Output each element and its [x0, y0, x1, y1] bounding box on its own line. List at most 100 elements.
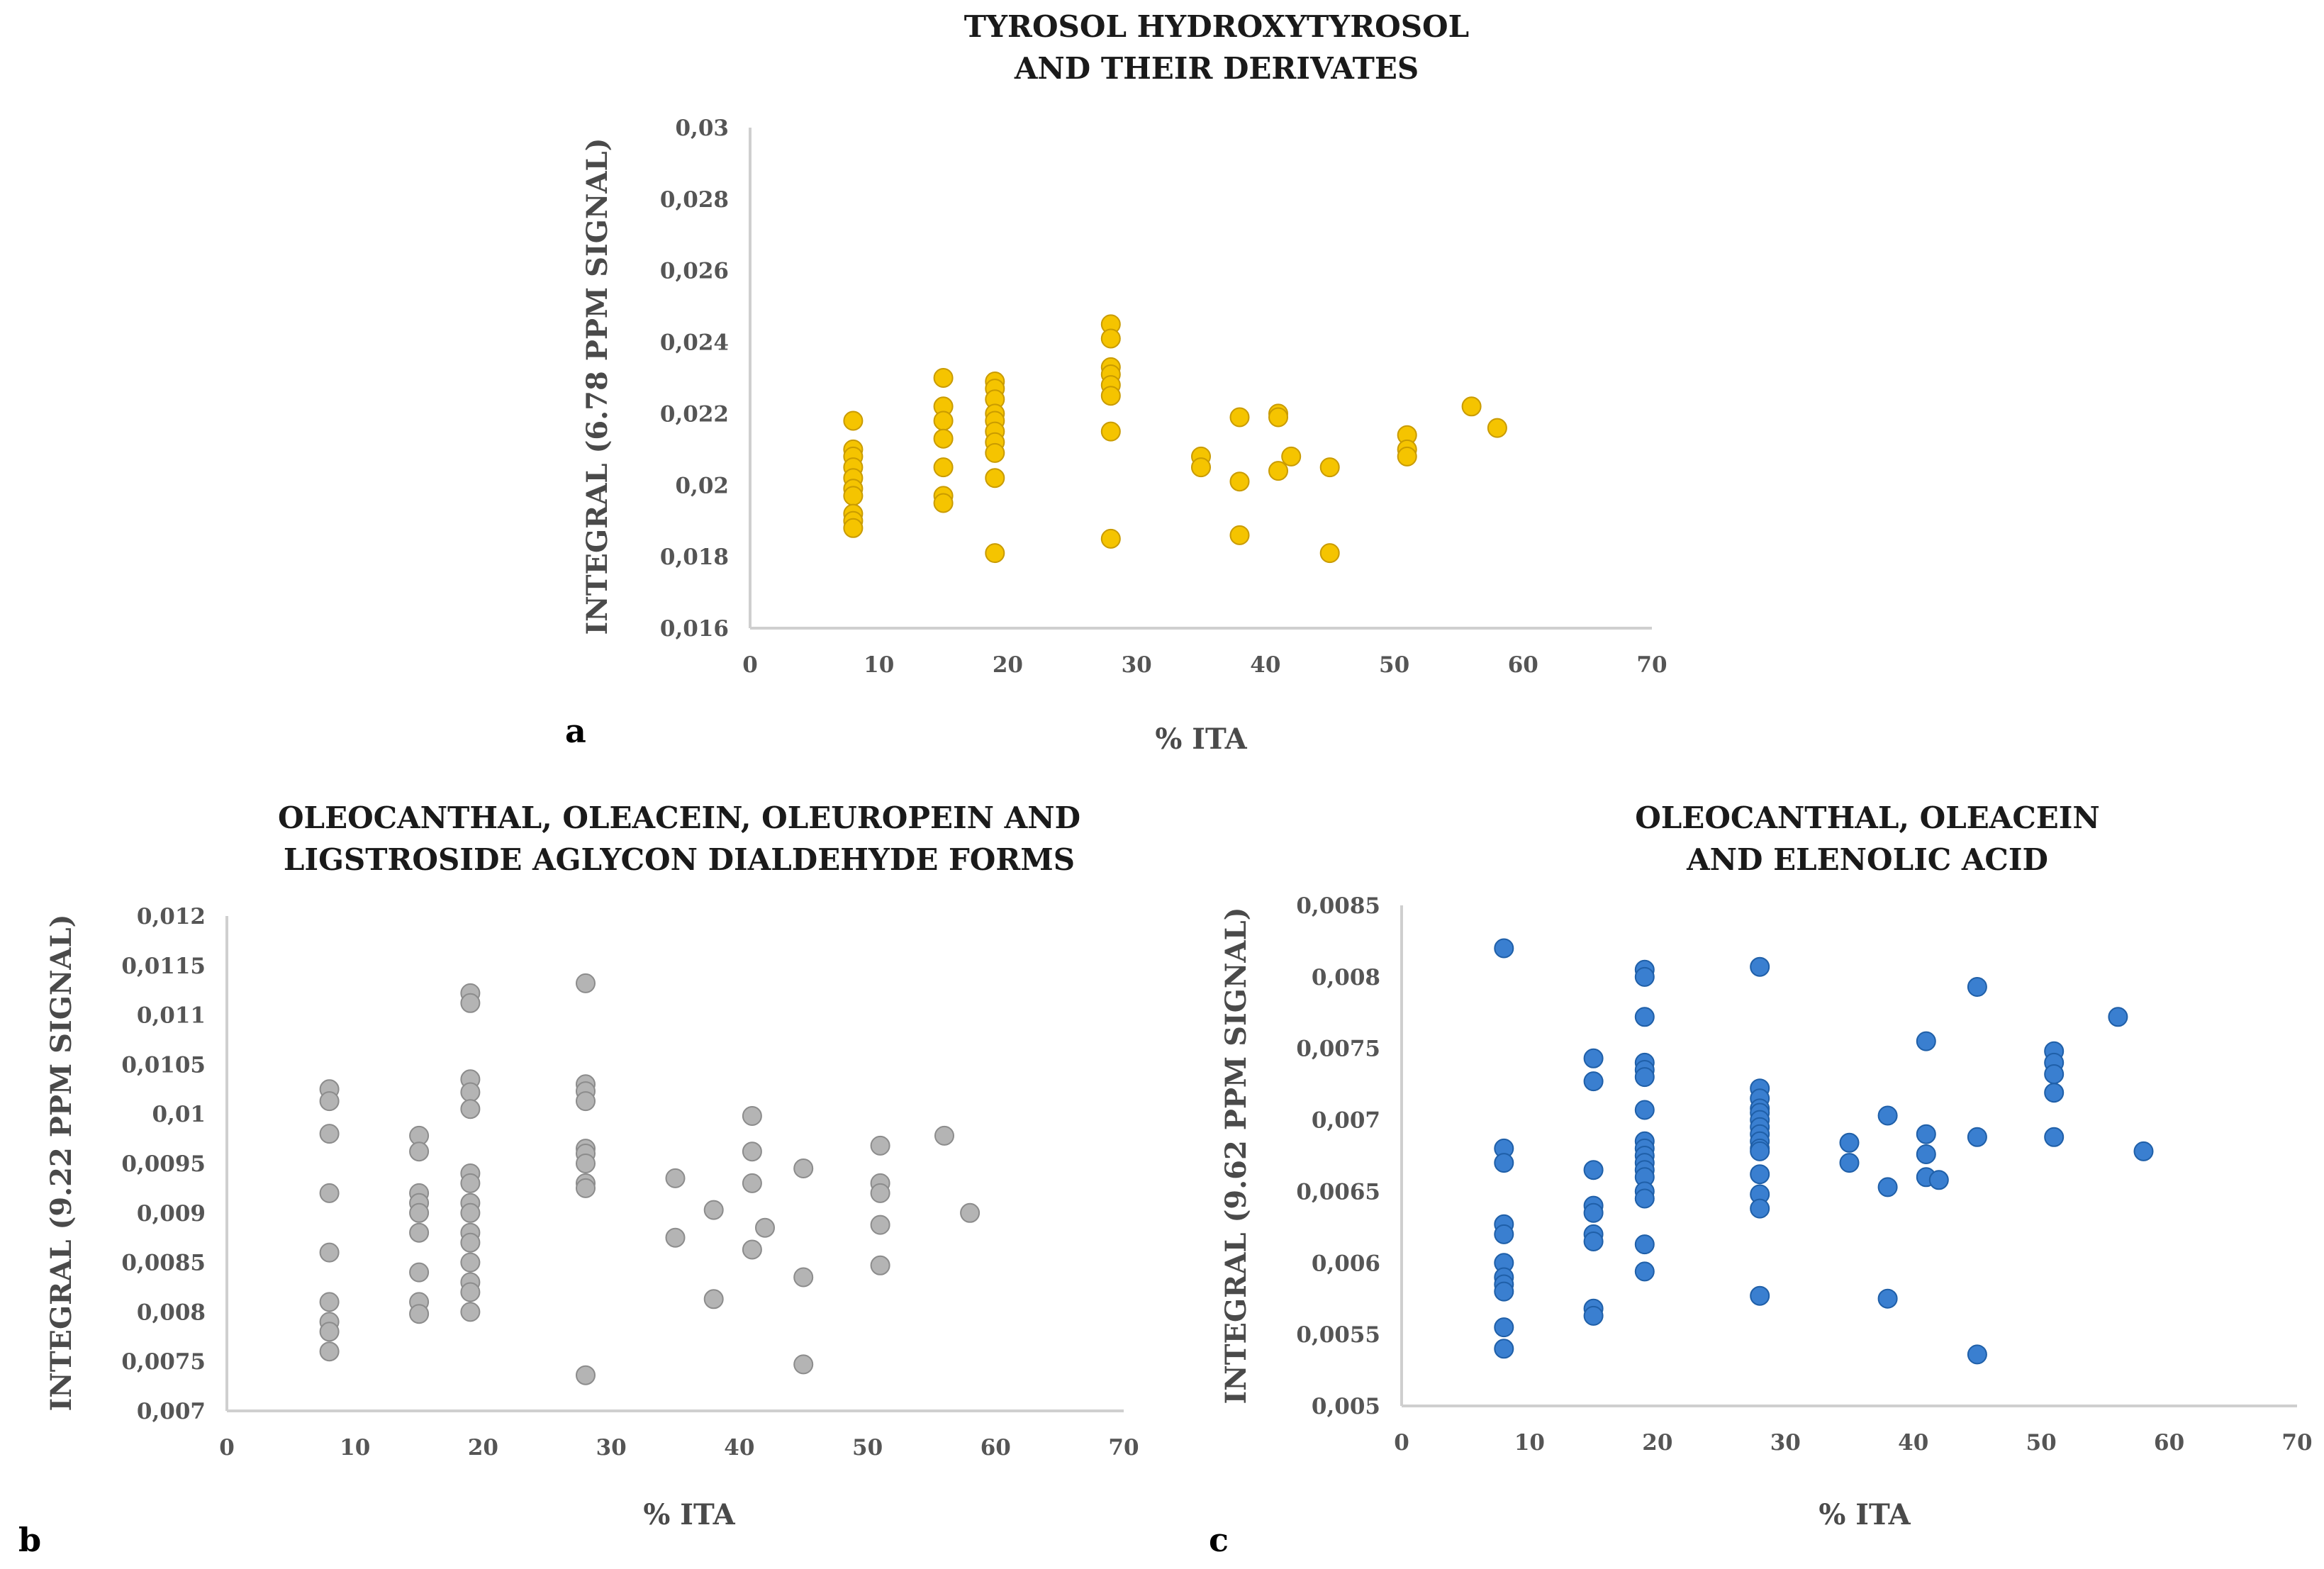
- chart-b-y-axis-ticks: 0,007 0,0075 0,008 0,0085 0,009 0,0095 0,01 0,0…: [121, 904, 206, 1424]
- chart-c-point: [1583, 1232, 1604, 1251]
- chart-b-x-axis-label: % ITA: [643, 1498, 735, 1531]
- chart-c-point: [1634, 1100, 1655, 1120]
- chart-c-point: [1494, 1281, 1514, 1302]
- chart-b-point: [960, 1202, 981, 1223]
- chart-c-x-tick-label: 20: [1642, 1430, 1672, 1456]
- chart-c-points: [1494, 938, 2154, 1365]
- chart-c-x-axis-label: % ITA: [1819, 1498, 1911, 1531]
- chart-a-y-tick-label: 0,022: [660, 401, 729, 427]
- chart-b-point: [319, 1183, 340, 1203]
- chart-c-point: [1634, 1067, 1655, 1088]
- chart-b-point: [319, 1124, 340, 1144]
- chart-b-point: [409, 1222, 430, 1243]
- chart-c-x-axis-ticks: 0 10 20 30 40 50 60 70: [1394, 1430, 2312, 1456]
- chart-a-point: [1100, 386, 1121, 406]
- chart-b-point: [460, 1202, 481, 1223]
- chart-a-point: [1191, 457, 1211, 478]
- chart-c-point: [1583, 1048, 1604, 1068]
- chart-a-point: [1229, 471, 1250, 492]
- chart-a-y-tick-label: 0,028: [660, 187, 729, 213]
- chart-a-point: [1100, 421, 1121, 442]
- chart-c-x-tick-label: 0: [1394, 1430, 1409, 1456]
- chart-b-y-tick-label: 0,008: [137, 1300, 206, 1325]
- chart-b-point: [870, 1255, 890, 1275]
- chart-b-point: [870, 1183, 890, 1203]
- chart-a-x-tick-label: 0: [742, 652, 758, 678]
- chart-b-point: [460, 1173, 481, 1193]
- chart-b-y-tick-label: 0,012: [137, 904, 206, 929]
- chart-b-point: [742, 1141, 762, 1162]
- chart-b-point: [409, 1141, 430, 1162]
- chart-a-point: [985, 468, 1005, 488]
- chart-a-points: [843, 314, 1507, 564]
- chart-b-y-tick-label: 0,007: [137, 1399, 206, 1424]
- chart-c-point: [1877, 1177, 1898, 1197]
- chart-c-point: [1634, 1007, 1655, 1027]
- chart-a-point: [1229, 407, 1250, 428]
- chart-b-y-tick-label: 0,01: [152, 1102, 206, 1127]
- chart-a-point: [1319, 457, 1340, 478]
- chart-a-y-tick-label: 0,03: [675, 116, 729, 141]
- chart-c-point: [1750, 1141, 1770, 1161]
- chart-c-point: [1750, 1198, 1770, 1219]
- chart-c-x-tick-label: 10: [1514, 1430, 1545, 1456]
- chart-c-y-tick-label: 0,0065: [1296, 1179, 1380, 1205]
- chart-a-point: [1268, 461, 1288, 481]
- chart-a-point: [1397, 446, 1417, 467]
- chart-c-point: [1634, 966, 1655, 987]
- chart-a-y-tick-label: 0,026: [660, 259, 729, 284]
- chart-b-y-tick-label: 0,011: [137, 1003, 206, 1029]
- panel-letter-c: c: [1209, 1521, 1229, 1559]
- chart-c-point: [1750, 1164, 1770, 1185]
- chart-b-y-tick-label: 0,0075: [121, 1349, 206, 1375]
- chart-b-point: [793, 1354, 814, 1375]
- chart-b-x-tick-label: 40: [724, 1435, 754, 1461]
- chart-b-point: [460, 1302, 481, 1322]
- chart-b-point: [460, 993, 481, 1013]
- chart-c-point: [1583, 1071, 1604, 1092]
- chart-a-y-tick-label: 0,016: [660, 616, 729, 642]
- chart-c-point: [1839, 1132, 1860, 1153]
- chart-a-point: [933, 493, 954, 513]
- chart-b-x-tick-label: 0: [219, 1435, 235, 1461]
- chart-c-point: [1494, 1339, 1514, 1359]
- chart-panel-b: OLEOCANTHAL, OLEACEIN, OLEUROPEIN AND LI…: [18, 800, 1139, 1559]
- chart-c-y-tick-label: 0,008: [1312, 965, 1380, 990]
- chart-panel-a: TYROSOL HYDROXYTYROSOL AND THEIR DERIVAT…: [565, 9, 1667, 756]
- chart-b-x-tick-label: 60: [981, 1435, 1011, 1461]
- chart-a-point: [1229, 525, 1250, 545]
- chart-b-x-tick-label: 30: [596, 1435, 627, 1461]
- chart-b-point: [742, 1239, 762, 1260]
- chart-c-point: [1916, 1144, 1936, 1164]
- chart-a-x-axis-label: % ITA: [1155, 722, 1247, 756]
- chart-c-point: [1583, 1305, 1604, 1326]
- chart-b-y-axis-label: INTEGRAL (9.22 PPM SIGNAL): [45, 914, 78, 1411]
- chart-a-point: [1100, 328, 1121, 349]
- chart-b-y-tick-label: 0,0085: [121, 1251, 206, 1276]
- chart-b-x-tick-label: 50: [852, 1435, 883, 1461]
- chart-b-point: [870, 1135, 890, 1156]
- chart-c-point: [1967, 977, 1987, 997]
- chart-c-y-tick-label: 0,0055: [1296, 1322, 1380, 1348]
- chart-a-point: [843, 518, 864, 538]
- chart-c-point: [1928, 1170, 1949, 1190]
- chart-c-point: [1494, 1317, 1514, 1338]
- chart-b-y-tick-label: 0,0095: [121, 1151, 206, 1177]
- chart-b-point: [319, 1322, 340, 1342]
- chart-c-point: [2108, 1007, 2128, 1027]
- chart-c-y-axis-label: INTEGRAL (9.62 PPM SIGNAL): [1219, 907, 1253, 1404]
- chart-a-y-tick-label: 0,02: [675, 473, 729, 498]
- chart-a-x-tick-label: 50: [1379, 652, 1409, 678]
- chart-b-point: [755, 1217, 775, 1238]
- chart-c-point: [1494, 938, 1514, 959]
- chart-c-x-tick-label: 70: [2281, 1430, 2312, 1456]
- chart-a-point: [985, 543, 1005, 564]
- chart-c-x-tick-label: 50: [2026, 1430, 2057, 1456]
- chart-a-title-line-2: AND THEIR DERIVATES: [1014, 51, 1419, 86]
- chart-a-point: [843, 486, 864, 506]
- chart-c-y-tick-label: 0,0085: [1296, 893, 1380, 919]
- chart-b-point: [409, 1262, 430, 1283]
- chart-b-point: [742, 1106, 762, 1126]
- chart-a-point: [1487, 418, 1507, 438]
